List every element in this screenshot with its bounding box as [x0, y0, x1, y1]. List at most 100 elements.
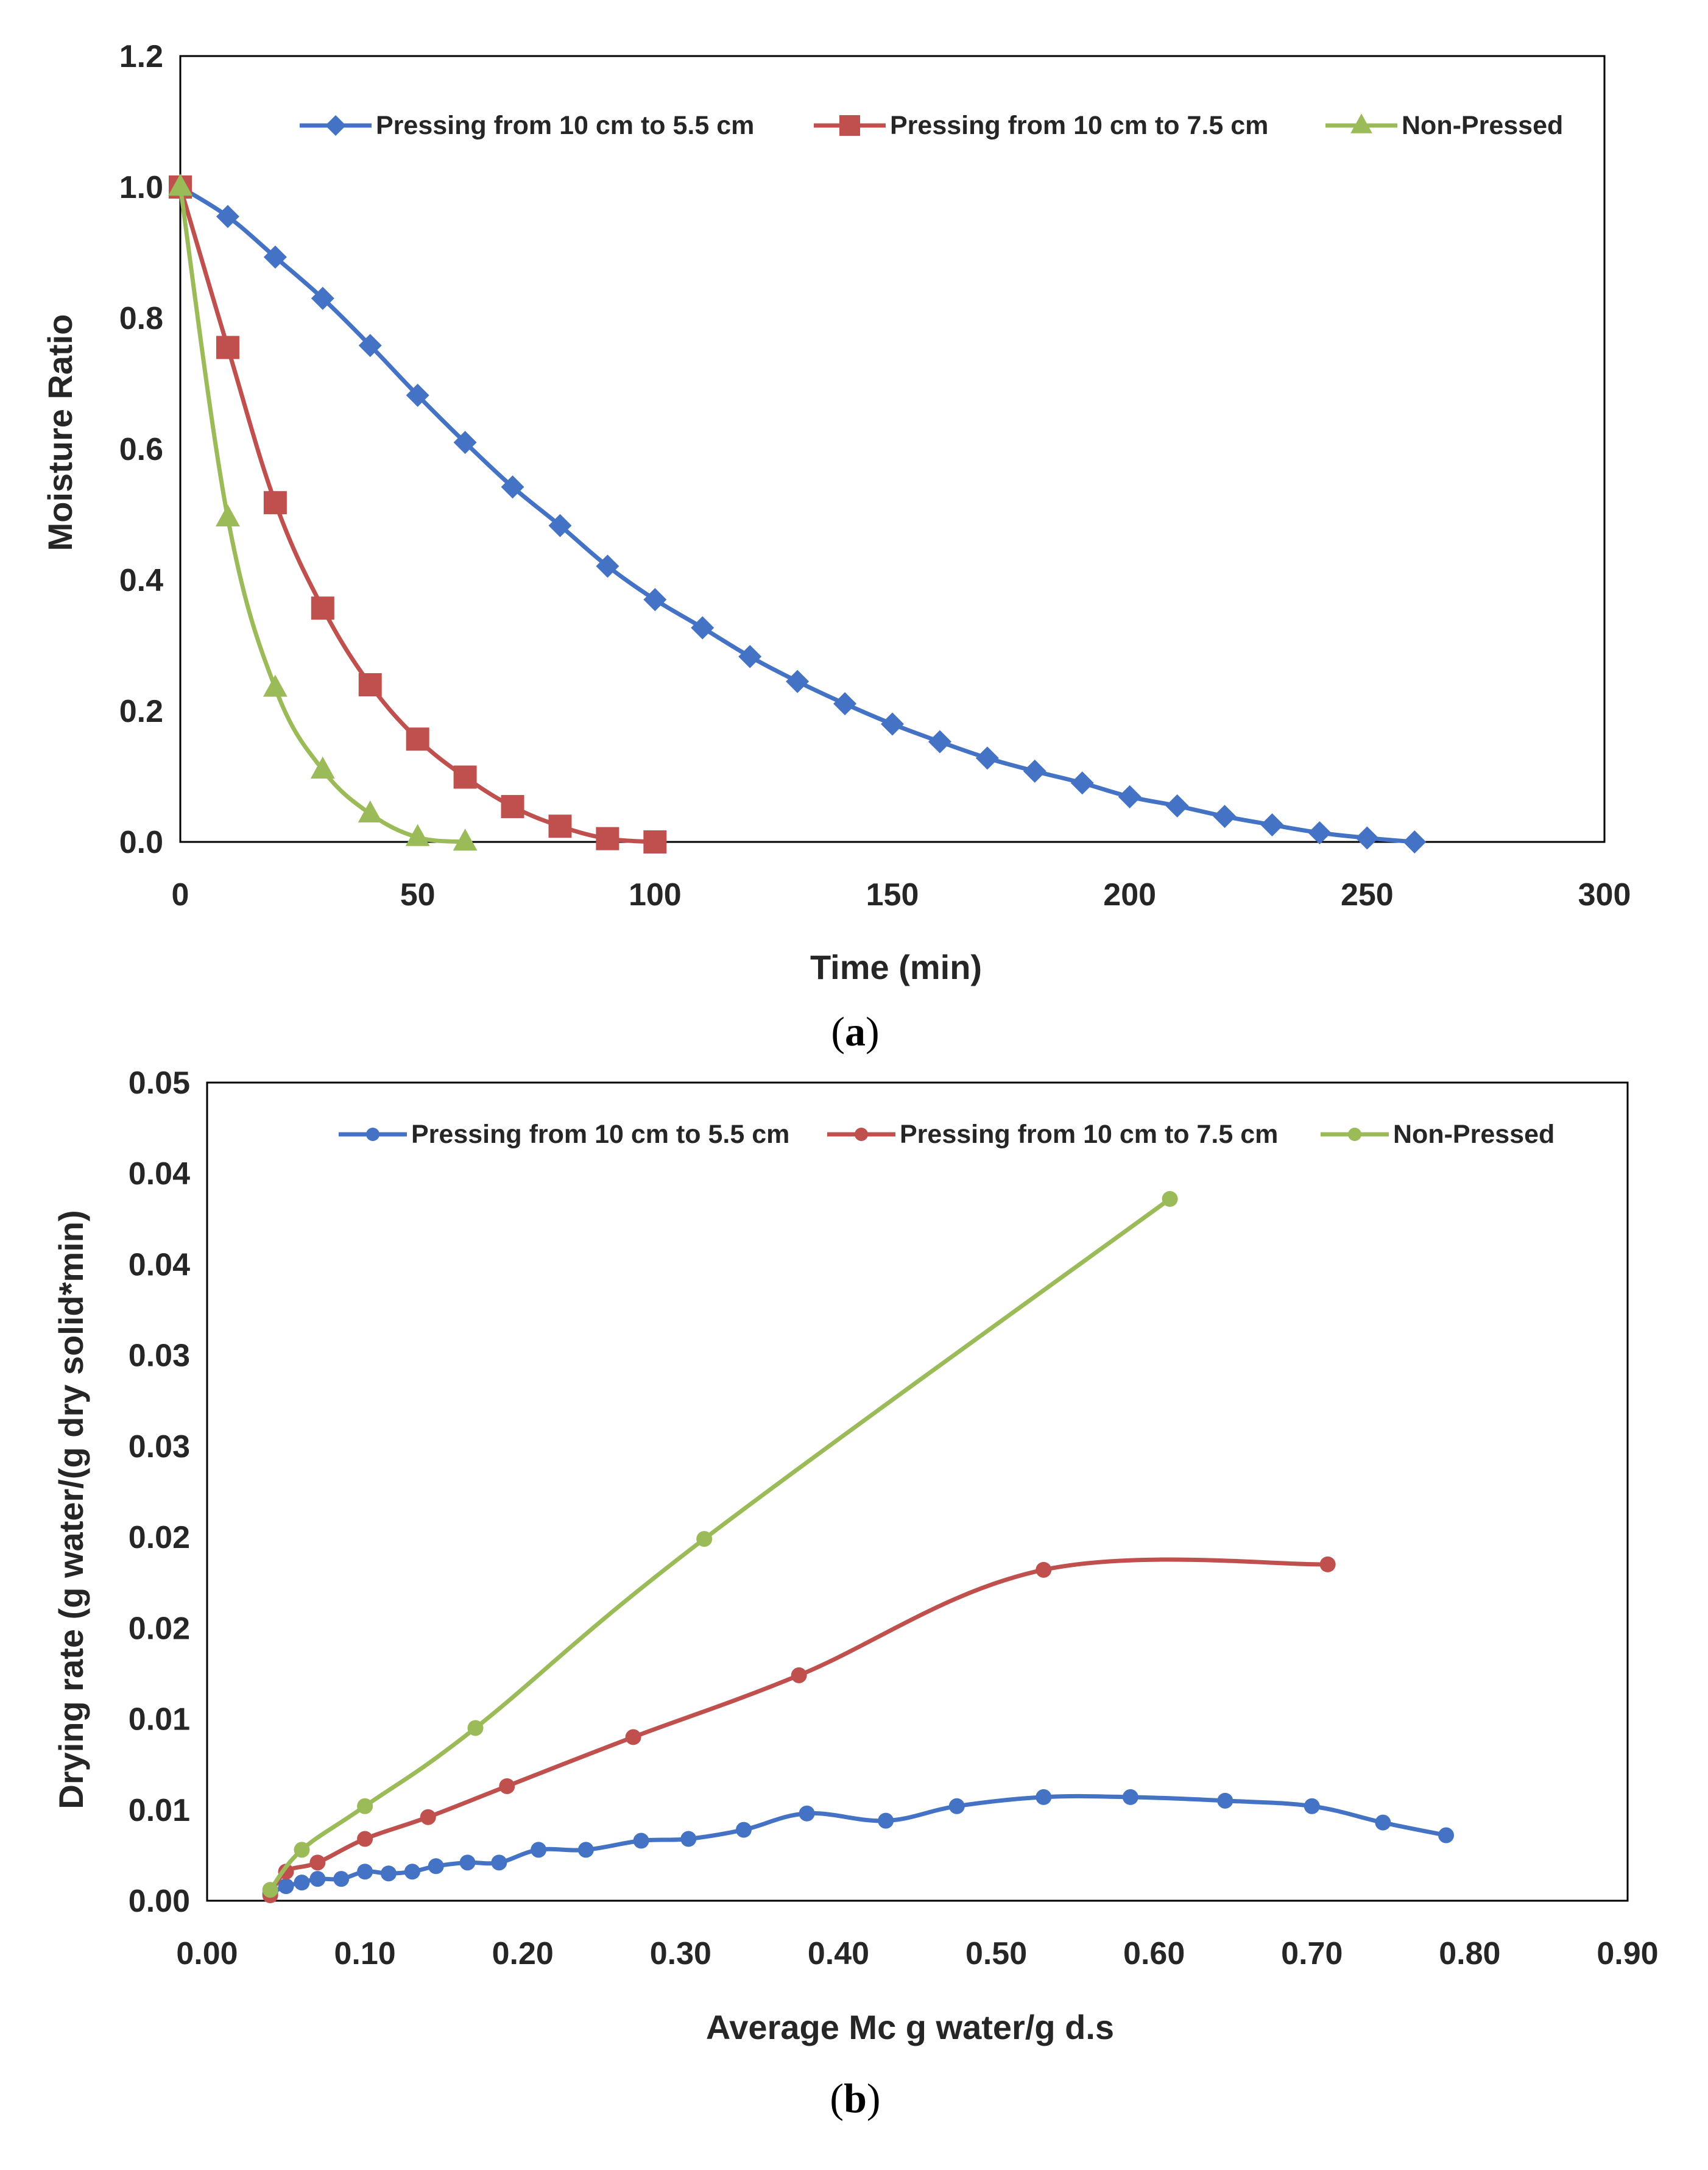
- data-point: [262, 1882, 278, 1898]
- data-point: [263, 246, 287, 269]
- data-point: [791, 1667, 807, 1683]
- legend-label: Pressing from 10 cm to 5.5 cm: [376, 111, 754, 140]
- data-point: [878, 1812, 894, 1829]
- y-tick-label: 0.01: [129, 1793, 190, 1828]
- data-point: [643, 830, 667, 854]
- x-tick-label: 0.40: [808, 1936, 869, 1971]
- panel-a-caption: (a): [831, 1008, 879, 1055]
- x-tick-label: 300: [1578, 877, 1631, 913]
- data-point: [310, 756, 335, 779]
- data-point: [453, 765, 477, 789]
- y-tick-label: 0.04: [129, 1247, 190, 1282]
- data-point: [358, 334, 382, 358]
- data-point: [405, 824, 430, 846]
- x-tick-label: 150: [866, 877, 919, 913]
- x-tick-label: 0.80: [1439, 1936, 1500, 1971]
- legend-label: Pressing from 10 cm to 7.5 cm: [890, 111, 1268, 140]
- series-pressing-from-10-cm-to-5-5-cm: [262, 1789, 1455, 1902]
- y-tick-label: 0.04: [129, 1156, 190, 1192]
- y-tick-label: 0.02: [129, 1611, 190, 1646]
- y-tick-label: 0.2: [119, 694, 163, 729]
- legend-entry: Pressing from 10 cm to 7.5 cm: [827, 1120, 1278, 1149]
- data-point: [1355, 826, 1379, 850]
- data-point: [975, 746, 999, 770]
- legend-entry: Pressing from 10 cm to 5.5 cm: [300, 111, 754, 140]
- data-point: [948, 1798, 965, 1814]
- x-tick-label: 0.10: [334, 1936, 396, 1971]
- data-point: [216, 205, 239, 228]
- data-point: [428, 1858, 444, 1875]
- panel-a-caption-letter: a: [845, 1008, 866, 1055]
- data-point: [294, 1842, 310, 1858]
- data-point: [1217, 1792, 1233, 1809]
- data-point: [311, 596, 334, 620]
- data-point: [309, 1854, 326, 1871]
- data-point: [696, 1531, 713, 1547]
- legend-entry: Pressing from 10 cm to 7.5 cm: [814, 111, 1268, 140]
- x-tick-label: 0.20: [492, 1936, 554, 1971]
- data-point: [1308, 821, 1332, 844]
- data-point: [786, 670, 810, 693]
- data-point: [263, 491, 287, 515]
- panel-b-x-ticks: 0.00 0.10 0.20 0.30 0.40 0.50 0.60 0.70 0.80 0.90: [176, 1936, 1658, 1971]
- legend-entry: Non-Pressed: [1325, 111, 1563, 140]
- series-pressing-from-10-cm-to-5-5-cm: [169, 175, 1427, 854]
- panel-b-chart: 0.00 0.01 0.01 0.02 0.02 0.03 0.03 0.04 0.04 0.05…: [52, 1066, 1659, 2121]
- panel-b-x-axis-title: Average Mc g water/g d.s: [706, 2008, 1114, 2046]
- panel-a-x-ticks: 0 50 100 150 200 250 300: [172, 877, 1631, 913]
- panel-b-y-axis-title: Drying rate (g water/(g dry solid*min): [52, 1210, 90, 1809]
- data-point: [881, 712, 904, 736]
- panel-b-series: [262, 1191, 1455, 1904]
- data-point: [643, 588, 667, 612]
- data-point: [453, 829, 478, 851]
- panel-a-x-axis-title: Time (min): [810, 948, 982, 986]
- data-point: [691, 616, 715, 640]
- x-tick-label: 200: [1103, 877, 1156, 913]
- legend-entry: Non-Pressed: [1321, 1120, 1554, 1149]
- data-point: [577, 1842, 594, 1858]
- y-tick-label: 0.0: [119, 825, 163, 860]
- data-point: [1165, 794, 1189, 818]
- data-point: [1023, 759, 1046, 783]
- x-tick-label: 50: [400, 877, 436, 913]
- data-point: [1260, 813, 1284, 837]
- data-point: [548, 514, 572, 537]
- series-pressing-from-10-cm-to-7-5-cm: [169, 175, 667, 854]
- data-point: [501, 475, 524, 499]
- data-point: [680, 1831, 697, 1847]
- panel-b-legend: Pressing from 10 cm to 5.5 cm Pressing fr…: [339, 1120, 1554, 1149]
- x-tick-label: 0.50: [965, 1936, 1027, 1971]
- panel-a-legend: Pressing from 10 cm to 5.5 cm Pressing fr…: [300, 111, 1563, 140]
- data-point: [467, 1720, 484, 1736]
- series-pressing-from-10-cm-to-7-5-cm: [262, 1556, 1336, 1904]
- legend-swatch-marker: [325, 115, 346, 136]
- legend-label: Non-Pressed: [1393, 1120, 1554, 1149]
- data-point: [1162, 1191, 1178, 1207]
- data-point: [491, 1854, 507, 1871]
- panel-a-plot-area: [179, 55, 1606, 843]
- x-tick-label: 0.70: [1281, 1936, 1343, 1971]
- y-tick-label: 1.0: [119, 170, 163, 205]
- panel-a-y-axis-title: Moisture Ratio: [41, 314, 79, 551]
- panel-a-chart: 0.0 0.2 0.4 0.6 0.8 1.0 1.2 0 50 100 150 200 250 300…: [41, 39, 1631, 1055]
- series-line: [179, 185, 1415, 844]
- series-non-pressed: [168, 174, 478, 851]
- y-tick-label: 0.03: [129, 1429, 190, 1465]
- data-point: [1304, 1798, 1320, 1814]
- x-tick-label: 100: [629, 877, 682, 913]
- data-point: [358, 673, 382, 696]
- data-point: [548, 815, 572, 838]
- data-point: [333, 1871, 350, 1887]
- data-point: [1036, 1789, 1052, 1805]
- data-point: [833, 692, 857, 716]
- legend-swatch-marker: [839, 115, 860, 136]
- data-point: [215, 504, 240, 527]
- panel-b-y-ticks: 0.00 0.01 0.01 0.02 0.02 0.03 0.03 0.04 0.04 0.05: [129, 1066, 190, 1919]
- data-point: [406, 727, 429, 751]
- data-point: [357, 1798, 373, 1814]
- legend-swatch-marker: [855, 1128, 868, 1141]
- series-line: [178, 186, 465, 844]
- data-point: [357, 1831, 373, 1847]
- panel-a-y-ticks: 0.0 0.2 0.4 0.6 0.8 1.0 1.2: [119, 39, 163, 860]
